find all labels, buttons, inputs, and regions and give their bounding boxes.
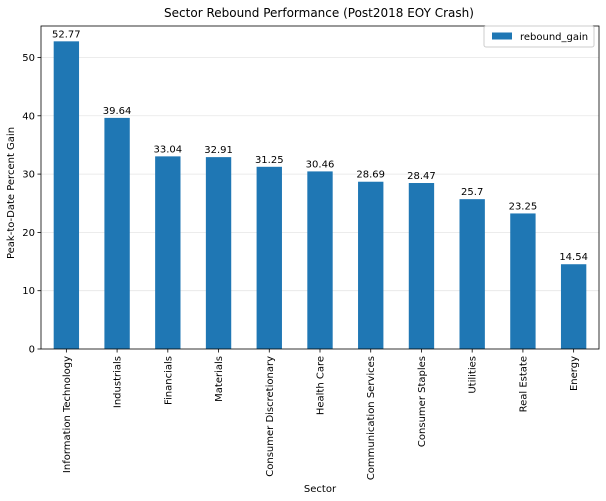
bar-value-label: 14.54 <box>559 252 588 263</box>
bar <box>256 166 282 349</box>
plot-frame <box>40 25 600 350</box>
bar-value-label: 33.04 <box>153 144 182 155</box>
bar <box>104 117 130 349</box>
x-tick-label: Industrials <box>113 356 124 408</box>
x-tick-label: Information Technology <box>62 356 73 473</box>
bar-value-labels: 52.77 39.64 33.04 32.91 31.25 30.46 28.69 28.47… <box>52 29 588 263</box>
y-axis-label: Peak-to-Date Percent Gain <box>6 127 17 259</box>
bars <box>53 41 587 350</box>
y-tick-label: 10 <box>22 286 35 297</box>
x-axis-label: Sector <box>304 484 337 495</box>
chart-title: Sector Rebound Performance (Post2018 EOY… <box>164 6 474 20</box>
bar <box>307 171 333 349</box>
bar-value-label: 23.25 <box>509 201 538 212</box>
x-tick-label: Health Care <box>316 356 327 415</box>
axes: 0 10 20 30 40 50 Information Technology Industr… <box>22 25 600 480</box>
bar-value-label: 52.77 <box>52 29 81 40</box>
bar-value-label: 28.47 <box>407 171 436 182</box>
y-tick-label: 50 <box>22 53 35 64</box>
bar <box>510 213 536 349</box>
bar-value-label: 31.25 <box>255 155 284 166</box>
bar <box>408 183 435 349</box>
x-tick-label: Materials <box>214 356 225 402</box>
bar <box>205 157 232 349</box>
y-tick-label: 30 <box>22 170 35 181</box>
y-tick-label: 0 <box>29 345 35 356</box>
bar <box>358 181 384 349</box>
bar <box>560 264 587 349</box>
bar-value-label: 39.64 <box>103 106 132 117</box>
bar <box>459 199 485 349</box>
legend-swatch <box>492 32 512 40</box>
x-tick-label: Communication Services <box>366 356 377 480</box>
y-tick-label: 20 <box>22 228 35 239</box>
bar <box>155 156 181 349</box>
legend-label: rebound_gain <box>520 32 588 43</box>
x-tick-label: Consumer Discretionary <box>265 356 276 477</box>
x-tick-label: Energy <box>569 356 580 391</box>
bar-value-label: 30.46 <box>306 159 335 170</box>
bar-value-label: 32.91 <box>204 145 233 156</box>
x-tick-label: Consumer Staples <box>417 356 428 447</box>
y-tick-label: 40 <box>22 111 35 122</box>
legend: rebound_gain <box>483 25 595 48</box>
x-tick-label: Utilities <box>468 356 479 394</box>
bar-value-label: 28.69 <box>356 170 385 181</box>
bar-value-label: 25.7 <box>461 187 483 198</box>
x-tick-label: Real Estate <box>518 356 529 412</box>
legend-box <box>483 25 595 48</box>
bar <box>53 41 80 350</box>
x-tick-label: Financials <box>163 356 174 405</box>
